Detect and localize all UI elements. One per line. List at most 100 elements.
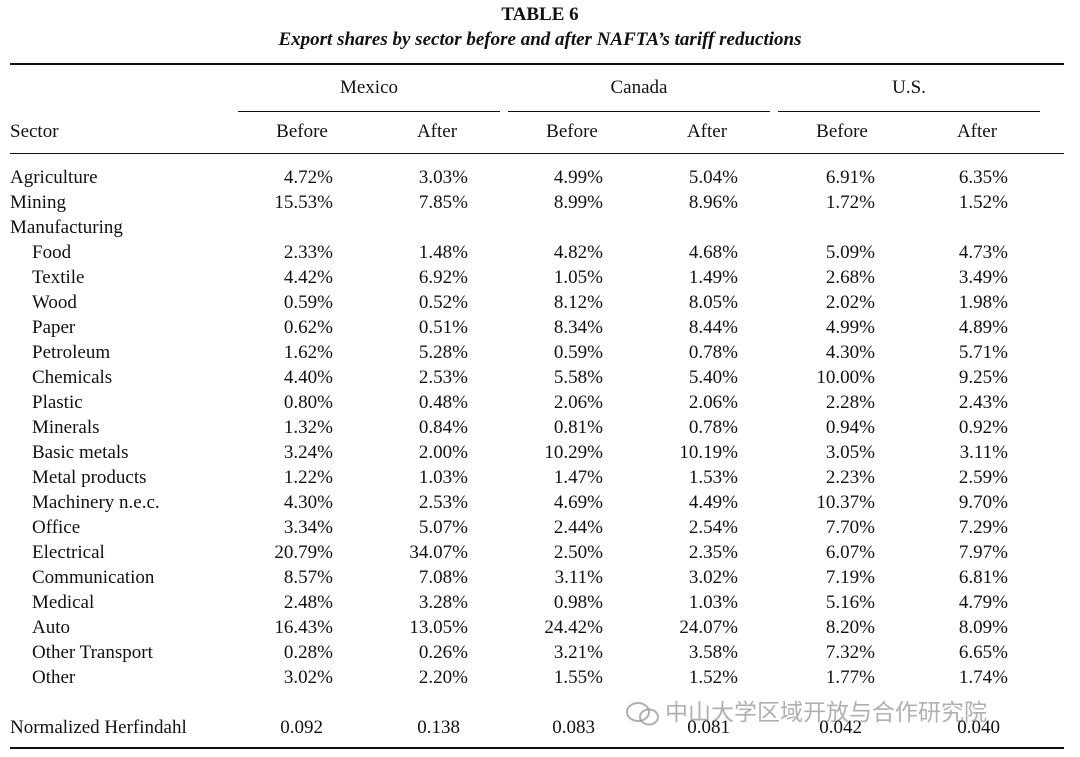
cell: 10.29% — [544, 442, 603, 463]
cell: 6.92% — [418, 267, 468, 288]
cell: 4.73% — [958, 242, 1008, 263]
wechat-icon — [626, 701, 659, 725]
cell: 0.78% — [688, 342, 738, 363]
cell: 10.19% — [679, 442, 738, 463]
cell: 5.16% — [825, 592, 875, 613]
cell: 3.11% — [959, 442, 1008, 463]
cell: 34.07% — [409, 542, 468, 563]
cell: 4.79% — [958, 592, 1008, 613]
cell: 5.04% — [688, 167, 738, 188]
cell: 7.97% — [958, 542, 1008, 563]
cell: 2.54% — [688, 517, 738, 538]
cell: 24.07% — [679, 617, 738, 638]
cell: 7.32% — [825, 642, 875, 663]
cell: 4.99% — [553, 167, 603, 188]
cell: 6.07% — [825, 542, 875, 563]
group-rule — [508, 111, 770, 112]
cell: 2.06% — [688, 392, 738, 413]
cell: 1.32% — [283, 417, 333, 438]
cell: 2.53% — [418, 492, 468, 513]
cell: 4.68% — [688, 242, 738, 263]
cell: 2.43% — [958, 392, 1008, 413]
row-label: Other Transport — [32, 642, 153, 663]
cell: 0.28% — [283, 642, 333, 663]
cell: 6.91% — [825, 167, 875, 188]
cell: 1.47% — [553, 467, 603, 488]
cell: 1.55% — [553, 667, 603, 688]
cell: 3.58% — [688, 642, 738, 663]
cell: 0.52% — [418, 292, 468, 313]
cell: 6.81% — [958, 567, 1008, 588]
cell: 8.12% — [553, 292, 603, 313]
column-header: Before — [276, 121, 328, 142]
cell: 8.96% — [688, 192, 738, 213]
cell: 0.083 — [552, 717, 595, 738]
cell: 0.59% — [553, 342, 603, 363]
row-label: Auto — [32, 617, 70, 638]
cell: 5.28% — [418, 342, 468, 363]
cell: 7.19% — [825, 567, 875, 588]
cell: 0.51% — [418, 317, 468, 338]
cell: 9.25% — [958, 367, 1008, 388]
cell: 5.58% — [553, 367, 603, 388]
cell: 3.02% — [283, 667, 333, 688]
cell: 4.72% — [283, 167, 333, 188]
cell: 4.99% — [825, 317, 875, 338]
cell: 16.43% — [274, 617, 333, 638]
cell: 3.28% — [418, 592, 468, 613]
row-label: Medical — [32, 592, 95, 613]
cell: 0.80% — [283, 392, 333, 413]
group-rule — [778, 111, 1040, 112]
cell: 8.44% — [688, 317, 738, 338]
cell: 1.72% — [825, 192, 875, 213]
watermark: 中山大学区域开放与合作研究院 — [625, 693, 987, 727]
cell: 8.09% — [958, 617, 1008, 638]
cell: 2.68% — [825, 267, 875, 288]
cell: 2.44% — [553, 517, 603, 538]
cell: 0.92% — [958, 417, 1008, 438]
cell: 0.081 — [687, 717, 730, 738]
row-label: Textile — [32, 267, 85, 288]
cell: 2.35% — [688, 542, 738, 563]
cell: 0.138 — [417, 717, 460, 738]
row-label: Electrical — [32, 542, 105, 563]
cell: 5.09% — [825, 242, 875, 263]
cell: 8.20% — [825, 617, 875, 638]
cell: 1.52% — [688, 667, 738, 688]
cell: 4.49% — [688, 492, 738, 513]
cell: 0.62% — [283, 317, 333, 338]
column-header: After — [956, 121, 998, 142]
column-header: Before — [816, 121, 868, 142]
cell: 3.24% — [283, 442, 333, 463]
cell: 1.52% — [958, 192, 1008, 213]
cell: 4.40% — [283, 367, 333, 388]
cell: 0.59% — [283, 292, 333, 313]
cell: 0.78% — [688, 417, 738, 438]
cell: 1.05% — [553, 267, 603, 288]
column-header: Before — [546, 121, 598, 142]
cell: 3.21% — [553, 642, 603, 663]
cell: 24.42% — [544, 617, 603, 638]
cell: 1.22% — [283, 467, 333, 488]
cell: 0.040 — [957, 717, 1000, 738]
cell: 3.02% — [688, 567, 738, 588]
cell: 2.28% — [825, 392, 875, 413]
header-rule — [10, 153, 1064, 154]
row-label: Agriculture — [10, 167, 98, 188]
group-header: Mexico — [339, 77, 399, 98]
row-label: Metal products — [32, 467, 147, 488]
cell: 3.11% — [554, 567, 603, 588]
row-label: Wood — [32, 292, 77, 313]
cell: 2.23% — [825, 467, 875, 488]
row-label: Communication — [32, 567, 155, 588]
column-header: After — [686, 121, 728, 142]
cell: 0.26% — [418, 642, 468, 663]
cell: 1.74% — [958, 667, 1008, 688]
table-subtitle: Export shares by sector before and after… — [278, 29, 802, 50]
cell: 4.30% — [825, 342, 875, 363]
cell: 9.70% — [958, 492, 1008, 513]
table-title: TABLE 6 — [501, 4, 579, 25]
column-header: Sector — [10, 121, 59, 142]
cell: 8.34% — [553, 317, 603, 338]
cell: 1.77% — [825, 667, 875, 688]
